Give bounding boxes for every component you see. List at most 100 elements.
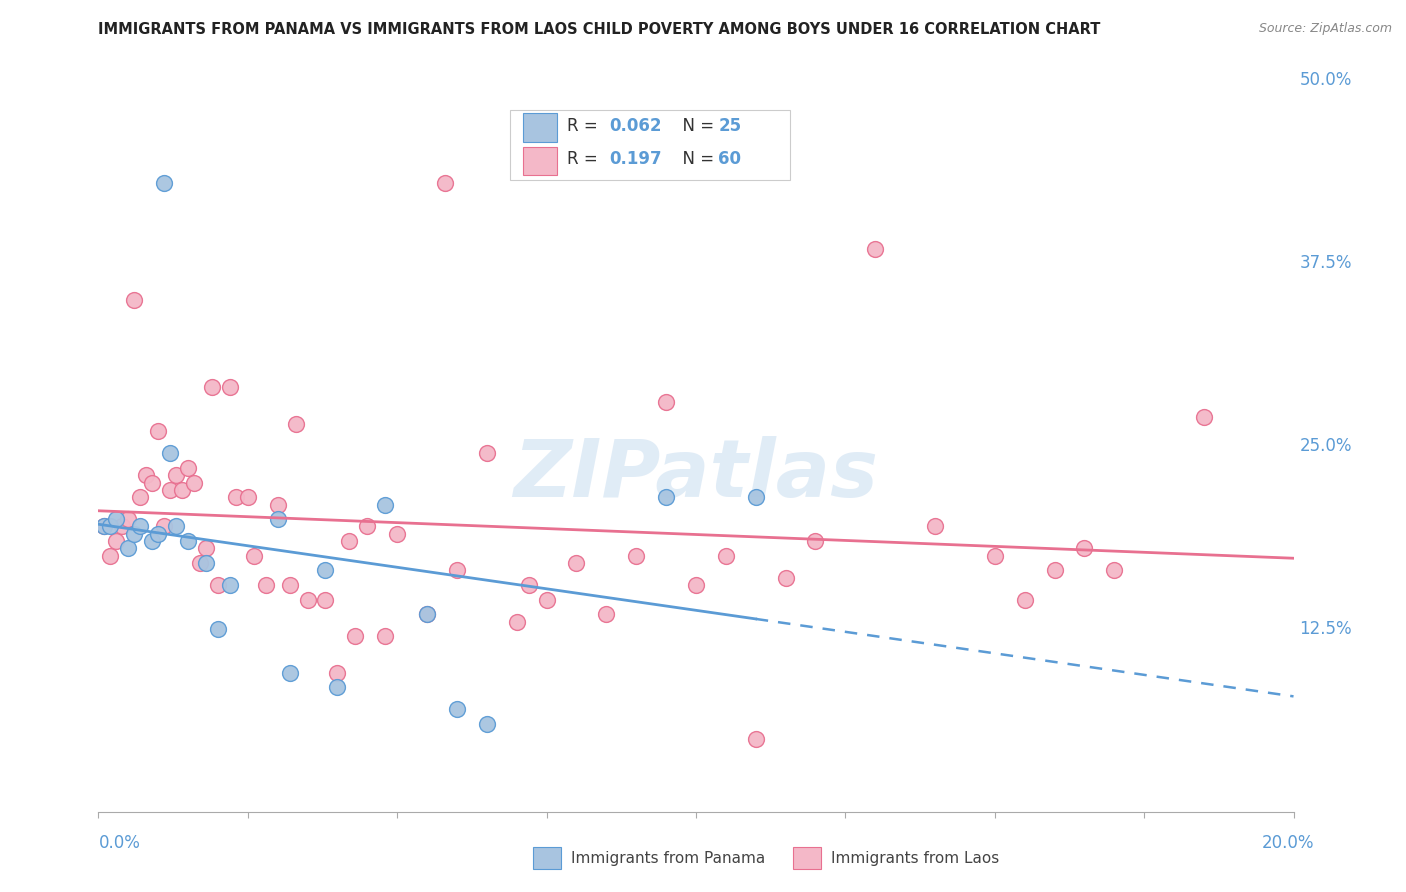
- Point: [129, 519, 152, 533]
- Point: [236, 490, 259, 504]
- Point: [194, 541, 218, 556]
- Point: [326, 681, 349, 695]
- Point: [745, 490, 768, 504]
- Point: [865, 242, 887, 256]
- Point: [326, 665, 349, 680]
- Point: [315, 592, 337, 607]
- Point: [924, 519, 946, 533]
- Point: [177, 461, 200, 475]
- Text: 0.062: 0.062: [609, 117, 661, 135]
- Text: R =: R =: [567, 150, 607, 169]
- Text: IMMIGRANTS FROM PANAMA VS IMMIGRANTS FROM LAOS CHILD POVERTY AMONG BOYS UNDER 16: IMMIGRANTS FROM PANAMA VS IMMIGRANTS FRO…: [98, 22, 1101, 37]
- Text: 50.0%: 50.0%: [1299, 71, 1353, 89]
- Point: [1073, 541, 1095, 556]
- Point: [385, 526, 409, 541]
- Point: [177, 534, 200, 549]
- Point: [243, 549, 266, 563]
- Point: [655, 395, 678, 409]
- Point: [105, 512, 128, 526]
- Text: Source: ZipAtlas.com: Source: ZipAtlas.com: [1258, 22, 1392, 36]
- Point: [98, 519, 122, 533]
- Point: [374, 629, 396, 643]
- Point: [1014, 592, 1036, 607]
- Point: [207, 578, 229, 592]
- Point: [565, 556, 588, 570]
- Point: [714, 549, 737, 563]
- Point: [159, 446, 181, 460]
- Point: [434, 176, 457, 190]
- Point: [983, 549, 1005, 563]
- Point: [804, 534, 827, 549]
- Point: [374, 498, 396, 512]
- Text: ZIPatlas: ZIPatlas: [513, 436, 879, 515]
- Text: N =: N =: [672, 117, 720, 135]
- Point: [506, 615, 529, 629]
- Point: [207, 622, 229, 636]
- Point: [105, 534, 128, 549]
- Point: [624, 549, 647, 563]
- Text: Immigrants from Laos: Immigrants from Laos: [831, 851, 1000, 865]
- Point: [267, 498, 290, 512]
- Point: [135, 468, 157, 483]
- Point: [148, 526, 170, 541]
- Point: [225, 490, 247, 504]
- Point: [141, 534, 163, 549]
- Text: Immigrants from Panama: Immigrants from Panama: [571, 851, 765, 865]
- Point: [446, 702, 468, 716]
- Point: [284, 417, 307, 431]
- Point: [416, 607, 439, 622]
- Point: [339, 534, 360, 549]
- Point: [278, 665, 301, 680]
- Point: [475, 717, 498, 731]
- Text: 25: 25: [718, 117, 741, 135]
- Point: [141, 475, 163, 490]
- Point: [153, 519, 176, 533]
- Point: [278, 578, 301, 592]
- Point: [153, 176, 176, 190]
- Point: [655, 490, 678, 504]
- Point: [685, 578, 707, 592]
- Point: [111, 519, 134, 533]
- Point: [188, 556, 211, 570]
- Point: [517, 578, 540, 592]
- Point: [475, 446, 498, 460]
- Point: [183, 475, 205, 490]
- Point: [201, 380, 224, 394]
- Text: 0.0%: 0.0%: [98, 834, 141, 852]
- Text: 60: 60: [718, 150, 741, 169]
- Point: [1192, 409, 1215, 424]
- Point: [219, 380, 242, 394]
- Point: [194, 556, 218, 570]
- Point: [93, 519, 115, 533]
- Point: [124, 526, 146, 541]
- Point: [745, 731, 768, 746]
- Text: 25.0%: 25.0%: [1299, 437, 1353, 455]
- Point: [315, 563, 337, 577]
- Text: 20.0%: 20.0%: [1263, 834, 1315, 852]
- Text: 37.5%: 37.5%: [1299, 254, 1353, 272]
- Point: [159, 483, 181, 497]
- Text: N =: N =: [672, 150, 720, 169]
- Text: 12.5%: 12.5%: [1299, 620, 1353, 638]
- Point: [446, 563, 468, 577]
- Point: [124, 293, 146, 307]
- Point: [416, 607, 439, 622]
- Y-axis label: Child Poverty Among Boys Under 16: Child Poverty Among Boys Under 16: [0, 307, 7, 585]
- Text: 0.197: 0.197: [609, 150, 661, 169]
- Point: [93, 519, 115, 533]
- Point: [356, 519, 378, 533]
- Point: [172, 483, 194, 497]
- Point: [1043, 563, 1066, 577]
- Point: [117, 512, 139, 526]
- Point: [775, 571, 797, 585]
- Point: [267, 512, 290, 526]
- Point: [165, 468, 187, 483]
- Point: [129, 490, 152, 504]
- Point: [1104, 563, 1126, 577]
- Point: [344, 629, 367, 643]
- Point: [254, 578, 277, 592]
- Point: [536, 592, 558, 607]
- Point: [595, 607, 617, 622]
- Text: R =: R =: [567, 117, 603, 135]
- Point: [148, 425, 170, 439]
